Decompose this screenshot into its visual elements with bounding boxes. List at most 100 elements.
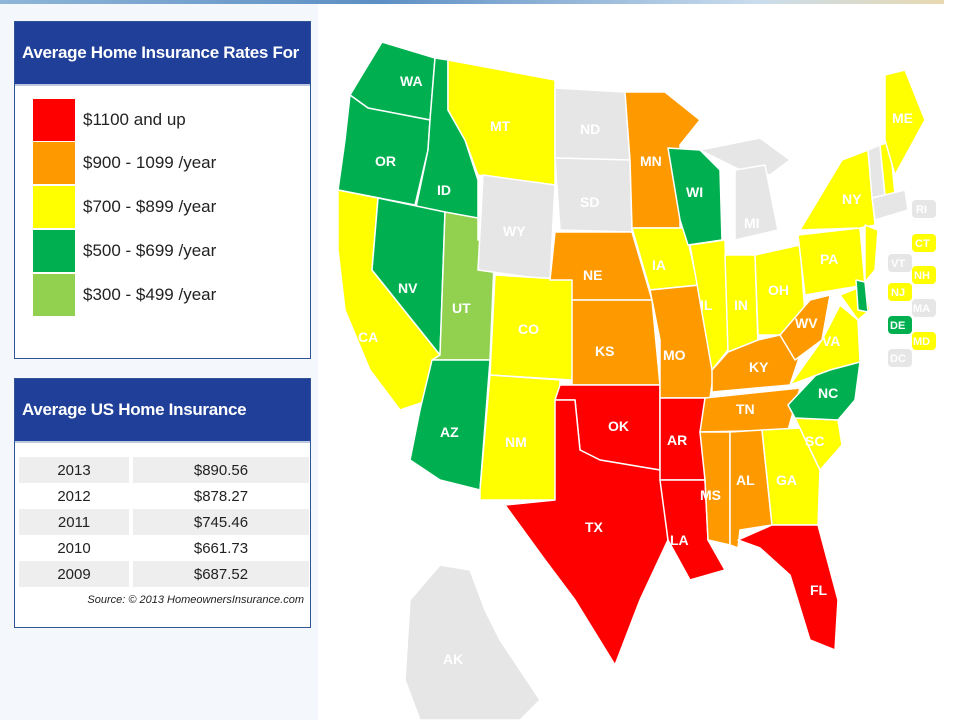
state-label-mn: MN bbox=[640, 153, 662, 169]
state-label-ak: AK bbox=[443, 651, 463, 667]
us-map: WA OR CA ID NV UT AZ MT WY CO NM ND SD N… bbox=[337, 41, 936, 720]
state-label-va: VA bbox=[822, 333, 840, 349]
legend-item-1100-up: $1100 and up bbox=[33, 99, 186, 141]
state-ga[interactable] bbox=[761, 427, 821, 526]
state-ms[interactable] bbox=[699, 431, 731, 546]
legend-swatch-green bbox=[33, 230, 75, 272]
state-tx[interactable] bbox=[504, 399, 669, 666]
badge-label-dc: DC bbox=[890, 353, 906, 365]
legend-swatch-orange bbox=[33, 142, 75, 184]
state-nj-strip[interactable] bbox=[864, 224, 879, 283]
badge-de[interactable] bbox=[888, 316, 912, 334]
badge-dc[interactable] bbox=[888, 349, 912, 367]
state-label-tn: TN bbox=[736, 401, 755, 417]
state-mi[interactable] bbox=[734, 164, 779, 241]
table-row: 2013 $890.56 bbox=[19, 457, 309, 483]
state-label-ms: MS bbox=[700, 487, 721, 503]
state-ny[interactable] bbox=[799, 149, 876, 231]
right-margin bbox=[944, 0, 960, 720]
state-label-id: ID bbox=[437, 182, 451, 198]
badge-label-nj: NJ bbox=[891, 287, 905, 299]
state-label-ks: KS bbox=[595, 343, 614, 359]
state-label-ny: NY bbox=[842, 191, 862, 207]
top-banner-strip bbox=[0, 0, 945, 4]
legend-item-900-1099: $900 - 1099 /year bbox=[33, 142, 216, 184]
state-label-wy: WY bbox=[503, 223, 526, 239]
table-row: 2009 $687.52 bbox=[19, 561, 309, 587]
table-cell-year: 2012 bbox=[57, 487, 91, 505]
badge-label-ma: MA bbox=[913, 303, 930, 315]
state-ma-area[interactable] bbox=[871, 189, 909, 221]
state-label-nc: NC bbox=[818, 385, 838, 401]
legend-swatch-red bbox=[33, 99, 75, 141]
legend-item-500-699: $500 - $699 /year bbox=[33, 230, 216, 272]
legend-swatch-yellow bbox=[33, 186, 75, 228]
state-label-al: AL bbox=[736, 472, 755, 488]
badge-label-ri: RI bbox=[916, 204, 927, 216]
state-label-az: AZ bbox=[440, 424, 459, 440]
state-label-ne: NE bbox=[583, 267, 602, 283]
badge-ri[interactable] bbox=[912, 200, 936, 218]
badge-ma[interactable] bbox=[912, 299, 936, 317]
source-caption: Source: © 2013 HomeownersInsurance.com bbox=[87, 594, 304, 606]
state-mt[interactable] bbox=[447, 59, 556, 186]
table-row: 2011 $745.46 bbox=[19, 509, 309, 535]
badge-label-ct: CT bbox=[915, 238, 930, 250]
state-label-ar: AR bbox=[667, 432, 687, 448]
state-label-me: ME bbox=[892, 110, 913, 126]
state-label-oh: OH bbox=[768, 282, 789, 298]
badge-nh[interactable] bbox=[912, 266, 936, 284]
legend-label: $300 - $499 /year bbox=[83, 285, 217, 304]
table-cell-value: $661.73 bbox=[193, 539, 249, 557]
badge-ct[interactable] bbox=[912, 234, 936, 252]
state-label-wa: WA bbox=[400, 73, 423, 89]
state-label-mi: MI bbox=[744, 215, 760, 231]
state-label-or: OR bbox=[375, 153, 396, 169]
table-cell-year: 2013 bbox=[19, 457, 129, 483]
badge-nj[interactable] bbox=[888, 283, 912, 301]
legend-label: $1100 and up bbox=[83, 110, 186, 129]
state-label-ca: CA bbox=[358, 329, 378, 345]
badge-vt[interactable] bbox=[888, 254, 912, 272]
state-label-tx: TX bbox=[585, 519, 604, 535]
table-cell-year: 2011 bbox=[19, 509, 129, 535]
badge-md[interactable] bbox=[912, 332, 936, 350]
state-me[interactable] bbox=[884, 69, 926, 176]
great-lakes-area bbox=[699, 137, 791, 176]
table-cell-year: 2009 bbox=[19, 561, 129, 587]
state-de-strip[interactable] bbox=[855, 279, 869, 313]
table-row: 2010 $661.73 bbox=[19, 535, 309, 561]
legend-label: $700 - $899 /year bbox=[83, 197, 217, 216]
legend-label: $900 - 1099 /year bbox=[83, 153, 217, 172]
state-label-ut: UT bbox=[452, 300, 471, 316]
state-label-mo: MO bbox=[663, 347, 686, 363]
state-ak[interactable] bbox=[404, 564, 541, 720]
state-label-nd: ND bbox=[580, 121, 600, 137]
state-ks[interactable] bbox=[571, 299, 661, 386]
badge-label-nh: NH bbox=[914, 270, 930, 282]
state-label-ok: OK bbox=[608, 418, 629, 434]
state-label-nv: NV bbox=[398, 280, 418, 296]
badge-label-de: DE bbox=[890, 320, 905, 332]
state-nm[interactable] bbox=[479, 374, 561, 501]
premiums-table: 2013 $890.56 2012 $878.27 2011 $745.46 2… bbox=[19, 457, 309, 587]
legend-panel: Average Home Insurance Rates For US Stat… bbox=[14, 21, 311, 359]
table-cell-value: $745.46 bbox=[133, 509, 309, 535]
state-label-pa: PA bbox=[820, 251, 838, 267]
state-label-sd: SD bbox=[580, 194, 599, 210]
state-label-ga: GA bbox=[776, 472, 797, 488]
legend-title: Average Home Insurance Rates For US Stat… bbox=[15, 22, 310, 124]
state-label-sc: SC bbox=[805, 433, 824, 449]
state-label-wi: WI bbox=[686, 184, 703, 200]
state-fl[interactable] bbox=[737, 524, 839, 651]
state-label-co: CO bbox=[518, 321, 539, 337]
state-label-ia: IA bbox=[652, 257, 666, 273]
table-row: 2012 $878.27 bbox=[19, 483, 309, 509]
state-label-in: IN bbox=[734, 297, 748, 313]
table-cell-value: $687.52 bbox=[133, 561, 309, 587]
legend-label: $500 - $699 /year bbox=[83, 241, 217, 260]
state-label-la: LA bbox=[670, 532, 689, 548]
state-wv[interactable] bbox=[779, 294, 831, 361]
legend-swatch-lightgreen bbox=[33, 274, 75, 316]
state-label-nm: NM bbox=[505, 434, 527, 450]
